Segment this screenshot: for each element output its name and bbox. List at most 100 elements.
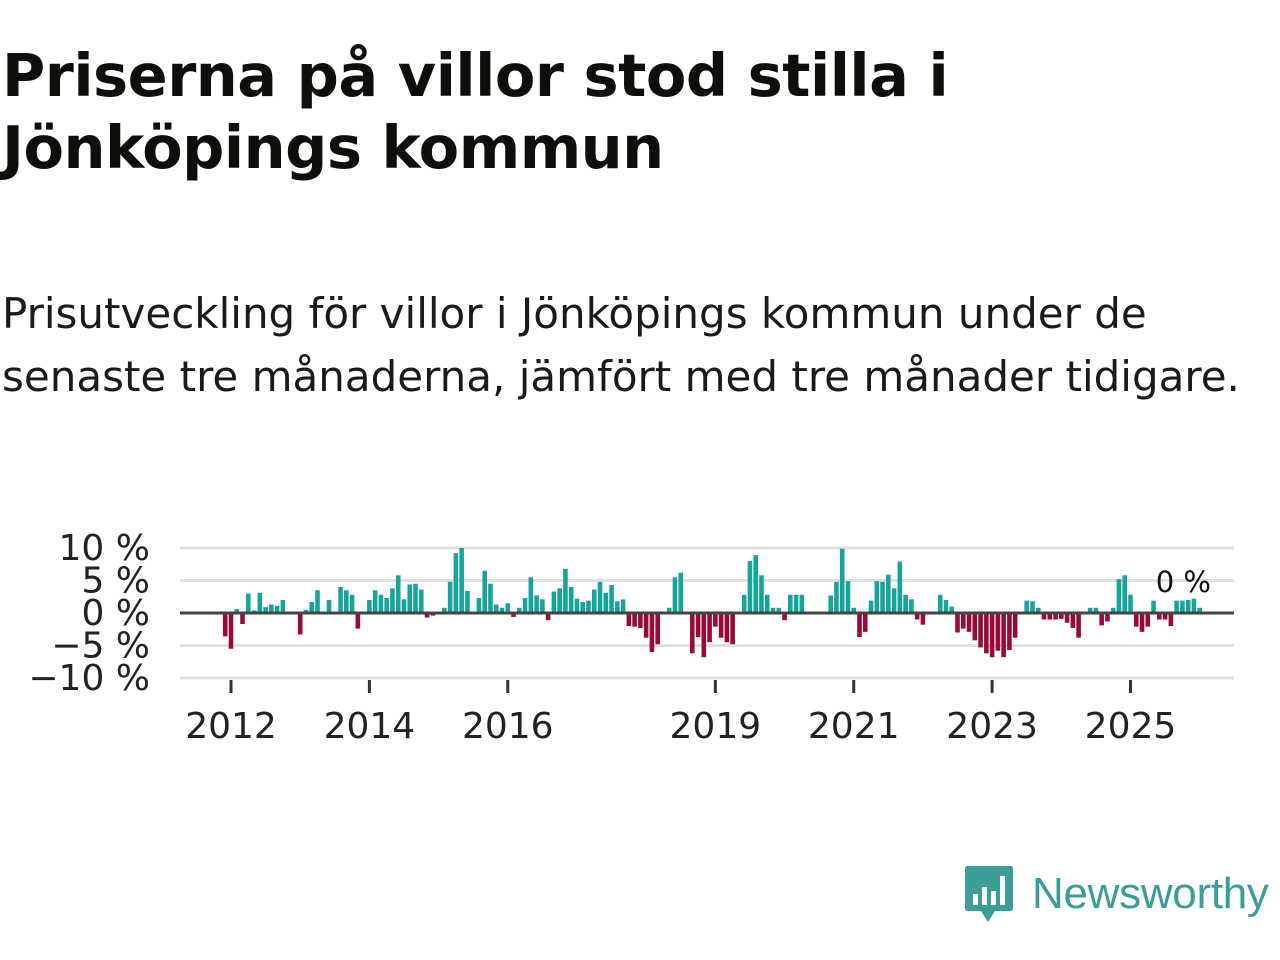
bar	[1001, 613, 1006, 658]
bar	[1070, 613, 1076, 628]
bar	[1174, 600, 1179, 613]
bar	[240, 613, 245, 625]
bar	[943, 600, 949, 613]
x-axis-ticks: 2012 2014 2016 2019 2021 2023 2025	[185, 680, 1176, 747]
bar	[609, 585, 614, 613]
bar	[557, 588, 562, 613]
bar	[511, 613, 516, 617]
bar	[493, 604, 499, 613]
bar	[903, 594, 908, 613]
x-tick-label: 2021	[808, 706, 900, 747]
bar	[782, 613, 787, 621]
bar	[632, 613, 637, 627]
bar	[574, 598, 580, 613]
bar	[344, 590, 349, 613]
bar	[591, 589, 597, 613]
chart-title: Priserna på villor stod stilla i Jönköpi…	[2, 41, 949, 182]
chart-subtitle: Prisutveckling för villor i Jönköpings k…	[2, 289, 1240, 401]
bar	[909, 599, 914, 613]
bar	[303, 609, 309, 613]
bar	[764, 594, 770, 613]
bar	[234, 609, 240, 613]
bar	[1087, 607, 1093, 613]
bar	[1007, 613, 1012, 651]
bar	[551, 591, 557, 613]
bar	[1110, 607, 1116, 613]
bar	[851, 607, 857, 613]
bar	[603, 592, 609, 613]
bar	[978, 613, 983, 648]
bar	[488, 583, 493, 613]
bar	[753, 555, 759, 613]
bar	[730, 613, 735, 645]
bar	[349, 594, 355, 613]
y-axis-ticks: 10 %5 %0 %−5 %−10 %	[28, 528, 150, 699]
bar	[880, 581, 885, 613]
bar	[378, 594, 384, 613]
bar	[1064, 613, 1070, 623]
y-tick-label: −5 %	[51, 626, 150, 667]
bar	[545, 613, 551, 621]
bar	[597, 581, 603, 613]
bar	[263, 607, 268, 613]
bar	[505, 603, 511, 613]
x-tick-label: 2025	[1085, 706, 1177, 747]
newsworthy-logo[interactable]: Newsworthy	[964, 864, 1269, 924]
bar	[966, 613, 972, 632]
bar	[770, 607, 776, 613]
bar	[828, 595, 833, 613]
bar	[401, 599, 407, 613]
bar	[1093, 607, 1099, 613]
bar	[1151, 600, 1156, 613]
bar	[407, 584, 413, 613]
bar	[528, 577, 534, 613]
bar	[517, 607, 522, 613]
bar	[522, 598, 528, 613]
y-tick-label: 10 %	[59, 528, 150, 569]
bar	[678, 572, 684, 613]
bar	[1024, 600, 1030, 613]
bar	[395, 575, 401, 613]
bar	[459, 548, 464, 613]
bar	[280, 600, 286, 613]
bar	[839, 548, 845, 613]
bar	[620, 599, 626, 613]
bar	[326, 600, 332, 613]
bar	[649, 613, 655, 652]
bar	[960, 613, 966, 629]
bar	[315, 590, 320, 613]
bar	[937, 594, 943, 613]
bar	[222, 613, 228, 637]
bar	[874, 581, 880, 613]
bar	[995, 613, 1001, 651]
bar	[1145, 613, 1151, 627]
bar	[390, 588, 395, 613]
bar	[1041, 613, 1047, 620]
bar	[1116, 579, 1122, 613]
bar	[228, 613, 234, 649]
bar	[1128, 594, 1133, 613]
bar	[897, 561, 903, 613]
bar	[540, 599, 545, 613]
x-tick-label: 2016	[462, 706, 554, 747]
bar	[972, 613, 978, 641]
bar	[626, 613, 632, 626]
bar	[989, 613, 995, 658]
bar	[1105, 613, 1110, 622]
bar	[1059, 613, 1064, 619]
x-tick-label: 2014	[324, 706, 416, 747]
bar	[759, 575, 764, 613]
bar	[297, 613, 303, 635]
x-tick-label: 2023	[946, 706, 1038, 747]
bar-series	[222, 548, 1202, 658]
bar	[1139, 613, 1145, 632]
y-tick-label: −10 %	[28, 658, 150, 699]
bar	[834, 581, 839, 613]
bar	[1157, 613, 1162, 620]
bar	[482, 570, 487, 613]
bar	[747, 561, 753, 613]
grid-lines	[180, 546, 1234, 680]
bar	[1076, 613, 1081, 638]
bar	[695, 613, 701, 638]
bar	[442, 607, 447, 613]
